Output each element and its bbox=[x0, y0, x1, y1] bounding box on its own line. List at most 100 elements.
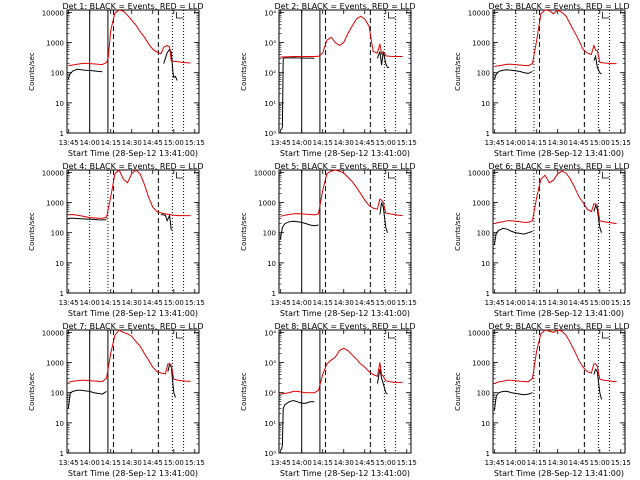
x-tick-label: 14:45 bbox=[569, 459, 589, 467]
plot-frame bbox=[492, 329, 626, 454]
panel-title: Det 8: BLACK = Events, RED = LLD bbox=[275, 322, 416, 331]
x-tick-label: 15:00 bbox=[590, 459, 610, 467]
x-tick-label: 13:45 bbox=[485, 139, 505, 147]
x-tick-label: 14:00 bbox=[80, 139, 100, 147]
y-tick-label: 10 bbox=[55, 100, 64, 108]
events-series-line bbox=[493, 54, 602, 80]
x-tick-label: 15:15 bbox=[611, 459, 631, 467]
panel-det-2: Det 2: BLACK = Events, RED = LLD Counts/s… bbox=[240, 2, 417, 158]
y-tick-label: 1000 bbox=[46, 40, 64, 48]
y-tick-label: 100 bbox=[51, 390, 64, 398]
x-tick-label: 14:15 bbox=[313, 299, 333, 307]
bracket-mark bbox=[601, 172, 610, 179]
x-tick-label: 14:30 bbox=[122, 459, 142, 467]
bracket-mark bbox=[387, 12, 396, 19]
x-tick-label: 13:45 bbox=[59, 459, 79, 467]
x-tick-label: 15:15 bbox=[185, 459, 205, 467]
panel-title: Det 1: BLACK = Events, RED = LLD bbox=[63, 2, 204, 11]
x-tick-label: 15:15 bbox=[397, 139, 417, 147]
y-tick-label: 10 bbox=[55, 260, 64, 268]
events-series-line bbox=[493, 204, 602, 245]
x-tick-label: 15:15 bbox=[611, 299, 631, 307]
lld-series-line bbox=[68, 169, 191, 219]
x-tick-label: 14:30 bbox=[548, 139, 568, 147]
bracket-mark bbox=[175, 172, 184, 179]
y-tick-label: 10³ bbox=[264, 360, 276, 368]
y-tick-label: 10³ bbox=[264, 40, 276, 48]
y-tick-label: 10 bbox=[481, 100, 490, 108]
y-tick-label: 10¹ bbox=[264, 420, 276, 428]
panel-det-8: Det 8: BLACK = Events, RED = LLD Counts/s… bbox=[240, 322, 417, 478]
x-tick-label: 13:45 bbox=[485, 459, 505, 467]
y-tick-label: 10² bbox=[264, 70, 276, 78]
panel-det-1: Det 1: BLACK = Events, RED = LLD Counts/s… bbox=[28, 2, 205, 158]
x-tick-label: 15:15 bbox=[397, 459, 417, 467]
panel-det-7: Det 7: BLACK = Events, RED = LLD Counts/s… bbox=[28, 322, 205, 478]
x-tick-label: 15:15 bbox=[397, 299, 417, 307]
bracket-mark bbox=[175, 12, 184, 19]
x-tick-label: 14:00 bbox=[292, 459, 312, 467]
x-tick-label: 14:45 bbox=[143, 459, 163, 467]
y-tick-label: 10 bbox=[267, 260, 276, 268]
y-tick-label: 10000 bbox=[468, 169, 490, 177]
x-axis-label: Start Time (28-Sep-12 13:41:00) bbox=[280, 309, 410, 318]
y-tick-label: 100 bbox=[477, 390, 490, 398]
x-tick-label: 14:30 bbox=[122, 139, 142, 147]
x-tick-label: 15:00 bbox=[590, 139, 610, 147]
plot-frame bbox=[66, 329, 200, 454]
events-series-line bbox=[68, 213, 172, 231]
panel-det-4: Det 4: BLACK = Events, RED = LLD Counts/s… bbox=[28, 162, 205, 318]
x-tick-label: 13:45 bbox=[271, 459, 291, 467]
x-tick-label: 13:45 bbox=[271, 139, 291, 147]
y-axis-label: Counts/sec bbox=[28, 212, 36, 251]
x-tick-label: 14:30 bbox=[334, 139, 354, 147]
panel-det-3: Det 3: BLACK = Events, RED = LLD Counts/s… bbox=[454, 2, 631, 158]
x-tick-label: 15:00 bbox=[376, 139, 396, 147]
y-tick-label: 1 bbox=[486, 450, 490, 458]
plot-frame bbox=[278, 9, 412, 134]
x-tick-label: 14:45 bbox=[569, 299, 589, 307]
y-tick-label: 10000 bbox=[42, 329, 64, 337]
x-tick-label: 14:15 bbox=[527, 139, 547, 147]
plot-frame bbox=[278, 329, 412, 454]
y-tick-label: 10² bbox=[264, 390, 276, 398]
x-tick-label: 15:15 bbox=[611, 139, 631, 147]
x-tick-label: 14:15 bbox=[527, 459, 547, 467]
x-tick-label: 14:15 bbox=[101, 299, 121, 307]
y-tick-label: 1000 bbox=[472, 200, 490, 208]
x-axis-label: Start Time (28-Sep-12 13:41:00) bbox=[68, 469, 198, 478]
x-axis-label: Start Time (28-Sep-12 13:41:00) bbox=[280, 469, 410, 478]
y-tick-label: 100 bbox=[477, 230, 490, 238]
events-series-line bbox=[279, 202, 388, 240]
y-tick-label: 10 bbox=[481, 420, 490, 428]
lld-series-line bbox=[68, 329, 191, 383]
panel-det-9: Det 9: BLACK = Events, RED = LLD Counts/s… bbox=[454, 322, 631, 478]
y-axis-label: Counts/sec bbox=[454, 372, 462, 411]
lld-series-line bbox=[494, 9, 617, 67]
x-tick-label: 13:45 bbox=[271, 299, 291, 307]
bracket-mark bbox=[387, 172, 396, 179]
events-series-line bbox=[67, 48, 178, 81]
x-axis-label: Start Time (28-Sep-12 13:41:00) bbox=[494, 149, 624, 158]
panel-title: Det 5: BLACK = Events, RED = LLD bbox=[275, 162, 416, 171]
x-tick-label: 14:45 bbox=[355, 459, 375, 467]
x-tick-label: 15:15 bbox=[185, 299, 205, 307]
bracket-mark bbox=[601, 12, 610, 19]
x-axis-label: Start Time (28-Sep-12 13:41:00) bbox=[68, 309, 198, 318]
x-tick-label: 14:15 bbox=[101, 459, 121, 467]
y-tick-label: 1 bbox=[486, 290, 490, 298]
x-tick-label: 13:45 bbox=[485, 299, 505, 307]
x-axis-label: Start Time (28-Sep-12 13:41:00) bbox=[68, 149, 198, 158]
x-tick-label: 14:00 bbox=[292, 299, 312, 307]
x-tick-label: 15:00 bbox=[164, 139, 184, 147]
y-tick-label: 1 bbox=[60, 450, 64, 458]
y-tick-label: 1 bbox=[60, 290, 64, 298]
y-axis-label: Counts/sec bbox=[454, 212, 462, 251]
lld-series-line bbox=[68, 9, 191, 67]
y-tick-label: 100 bbox=[477, 70, 490, 78]
x-tick-label: 14:00 bbox=[506, 139, 526, 147]
x-tick-label: 14:15 bbox=[313, 139, 333, 147]
events-series-line bbox=[281, 369, 388, 450]
x-tick-label: 14:45 bbox=[355, 139, 375, 147]
